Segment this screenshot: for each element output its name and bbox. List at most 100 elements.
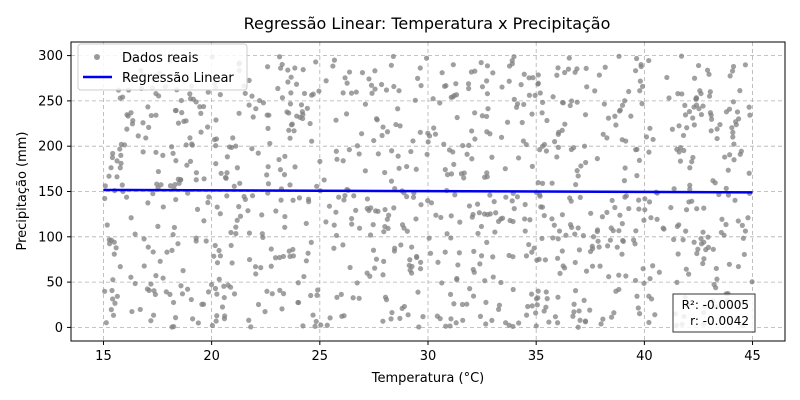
data-point xyxy=(108,165,114,171)
data-point xyxy=(717,121,723,128)
data-point xyxy=(708,128,714,134)
data-point xyxy=(730,134,736,140)
data-point xyxy=(326,203,333,209)
data-point xyxy=(633,55,640,62)
data-point xyxy=(683,207,690,213)
data-point xyxy=(498,216,504,222)
data-point xyxy=(619,102,626,108)
data-point xyxy=(150,249,156,255)
x-tick-label: 35 xyxy=(528,349,545,364)
data-point xyxy=(364,270,370,276)
data-point xyxy=(714,276,720,282)
data-point xyxy=(467,285,473,292)
data-point xyxy=(224,193,230,199)
data-point xyxy=(188,296,194,303)
data-point xyxy=(533,296,540,302)
data-point xyxy=(190,316,196,322)
data-point xyxy=(477,261,483,267)
data-point xyxy=(491,199,497,205)
data-point xyxy=(140,120,146,126)
data-point xyxy=(203,238,209,244)
data-point xyxy=(453,320,459,326)
data-point xyxy=(427,250,434,256)
data-point xyxy=(448,171,455,177)
data-point xyxy=(304,105,310,111)
data-point xyxy=(190,96,197,102)
data-point xyxy=(111,251,117,257)
data-point xyxy=(296,195,303,201)
data-point xyxy=(246,102,252,108)
data-point xyxy=(464,151,470,157)
data-point xyxy=(616,228,622,234)
data-point xyxy=(269,291,275,297)
data-point xyxy=(233,231,239,237)
data-point xyxy=(404,194,410,200)
data-point xyxy=(282,213,288,220)
data-point xyxy=(549,216,555,222)
data-point xyxy=(382,223,388,230)
data-point xyxy=(237,213,244,219)
data-point xyxy=(312,323,318,329)
data-point xyxy=(487,192,493,198)
data-point xyxy=(620,238,626,244)
data-point xyxy=(735,263,742,270)
data-point xyxy=(291,128,297,134)
data-point xyxy=(316,88,322,94)
data-point xyxy=(609,197,615,204)
data-point xyxy=(453,81,459,87)
data-point xyxy=(266,112,272,118)
x-tick-label: 25 xyxy=(312,349,329,364)
y-tick-label: 150 xyxy=(38,185,63,200)
data-point xyxy=(370,222,376,228)
data-point xyxy=(391,205,397,211)
data-point xyxy=(578,163,584,169)
data-point xyxy=(380,124,386,130)
data-point xyxy=(475,230,481,237)
data-point xyxy=(544,296,550,302)
stats-r: r: -0.0042 xyxy=(690,314,749,328)
data-point xyxy=(601,101,607,107)
data-point xyxy=(378,81,385,88)
data-point xyxy=(114,158,120,164)
data-point xyxy=(217,253,224,259)
data-point xyxy=(113,245,119,251)
data-point xyxy=(298,102,305,108)
data-point xyxy=(356,151,362,157)
data-point xyxy=(484,63,491,69)
data-point xyxy=(484,170,490,176)
data-point xyxy=(489,154,495,160)
data-point xyxy=(167,291,173,297)
data-point xyxy=(173,158,179,164)
data-point xyxy=(571,309,577,315)
data-point xyxy=(288,74,294,80)
data-point xyxy=(478,60,484,66)
data-point xyxy=(565,66,572,72)
data-point xyxy=(676,149,682,155)
data-point xyxy=(581,297,587,303)
data-point xyxy=(157,258,163,264)
data-point xyxy=(140,149,146,155)
data-point xyxy=(205,199,211,206)
data-point xyxy=(730,63,737,70)
data-point xyxy=(109,287,115,294)
legend-marker-scatter xyxy=(94,54,100,60)
data-point xyxy=(617,108,623,114)
data-point xyxy=(511,96,517,102)
data-point xyxy=(479,113,485,119)
data-point xyxy=(170,231,176,238)
data-point xyxy=(415,289,421,295)
data-point xyxy=(292,164,298,170)
data-point xyxy=(228,242,234,249)
data-point xyxy=(246,77,252,84)
data-point xyxy=(567,222,574,228)
data-point xyxy=(218,170,224,176)
data-point xyxy=(464,301,470,307)
data-point xyxy=(686,109,693,115)
data-point xyxy=(522,201,528,208)
data-point xyxy=(249,146,255,152)
data-point xyxy=(286,127,292,133)
data-point xyxy=(408,270,415,276)
data-point xyxy=(201,176,207,182)
data-point xyxy=(452,192,458,198)
data-point xyxy=(722,154,728,160)
